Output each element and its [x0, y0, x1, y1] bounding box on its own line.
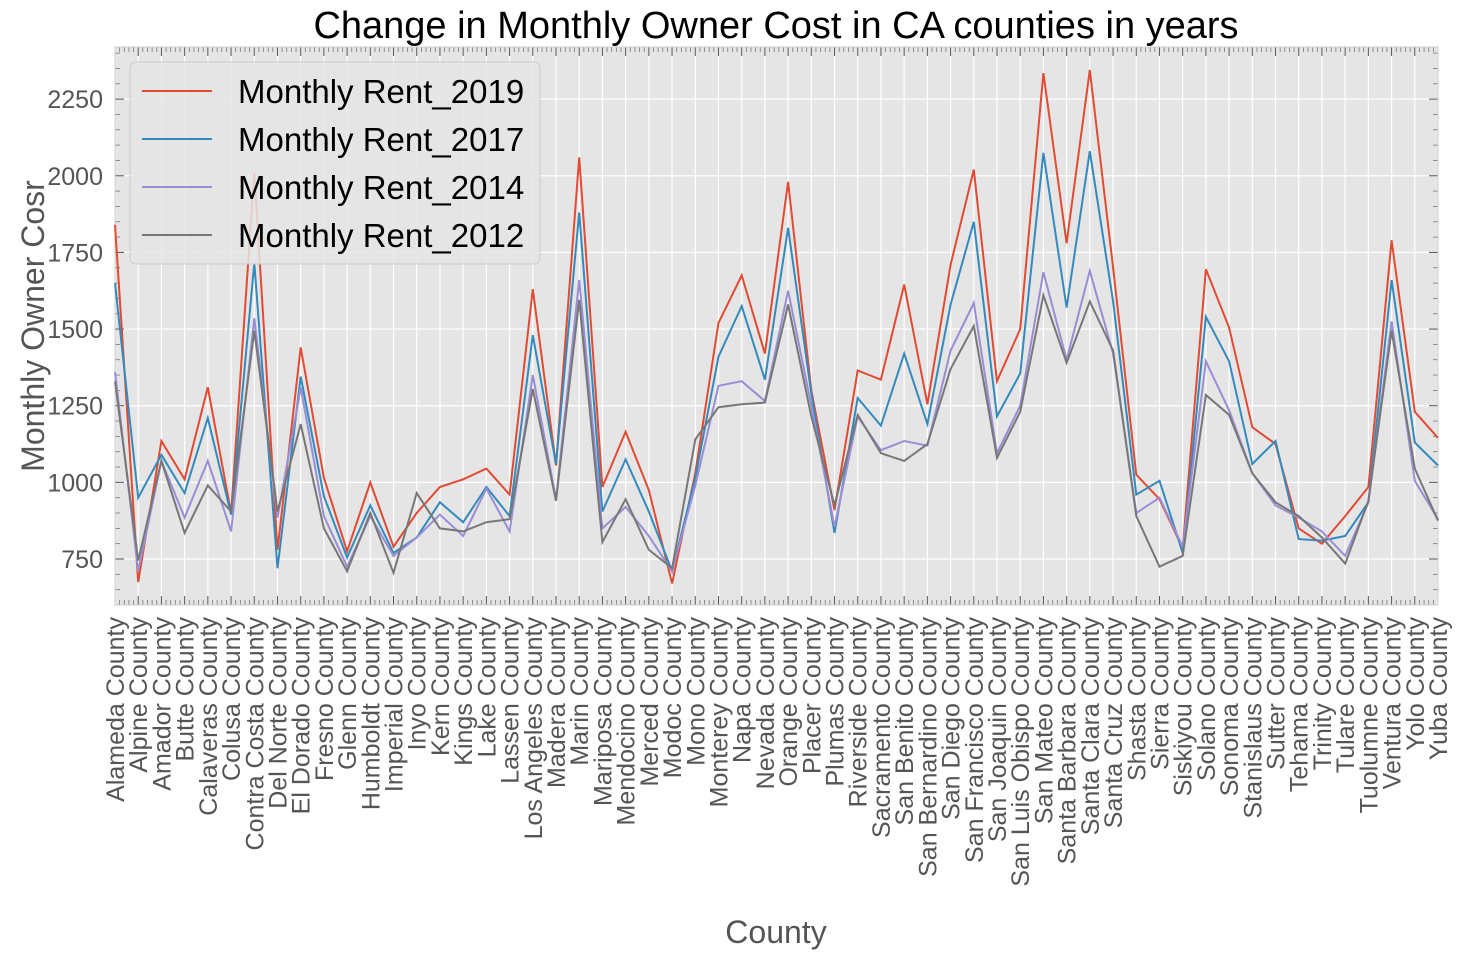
y-tick-label: 1250: [47, 393, 103, 421]
x-tick-label: Humboldt County: [357, 617, 385, 811]
x-tick-label: Sonoma County: [1216, 617, 1244, 797]
x-tick-label: Sierra County: [1146, 617, 1174, 770]
x-tick-label: Tehama County: [1286, 617, 1314, 793]
x-tick-label: Sacramento County: [868, 617, 896, 838]
x-tick-label: Butte County: [172, 617, 200, 762]
x-axis-label: County: [725, 914, 826, 950]
x-tick-label: Contra Costa County: [241, 617, 269, 851]
x-tick-label: Mendocino County: [613, 617, 641, 826]
x-tick-label: Trinity County: [1309, 617, 1337, 771]
x-tick-label: Siskiyou County: [1170, 617, 1198, 797]
x-tick-label: Kings County: [450, 617, 478, 766]
y-tick-label: 2000: [47, 163, 103, 191]
x-tick-label: El Dorado County: [288, 617, 316, 815]
x-tick-label: Mono County: [682, 617, 710, 766]
x-tick-label: Tuolumne County: [1355, 617, 1383, 814]
y-tick-label: 1500: [47, 316, 103, 344]
x-tick-label: Monterey County: [705, 617, 733, 808]
x-tick-label: Santa Barbara County: [1054, 617, 1082, 865]
x-tick-label: San Luis Obispo County: [1007, 617, 1035, 887]
x-tick-label: Lassen County: [497, 617, 525, 784]
x-tick-label: Ventura County: [1379, 617, 1407, 790]
y-tick-label: 1000: [47, 469, 103, 497]
y-axis-ticks: 750 1000 1250 1500 1750 2000 2250: [47, 52, 1438, 591]
x-tick-label: Alpine County: [125, 617, 153, 773]
series-line-3: [114, 291, 1439, 576]
legend: Monthly Rent_2019 Monthly Rent_2017 Monthl…: [129, 61, 541, 265]
y-tick-label: 750: [61, 546, 103, 574]
legend-box: [129, 61, 541, 265]
x-tick-label: San Joaquin County: [984, 617, 1012, 843]
y-tick-label: 2250: [47, 86, 103, 114]
x-tick-label: Madera County: [543, 617, 571, 788]
y-axis-label: Monthly Owner Cosr: [15, 180, 51, 472]
x-tick-label: Stanislaus County: [1239, 617, 1267, 819]
x-tick-label: Amador County: [148, 617, 176, 791]
series-line-0: [114, 69, 1439, 584]
x-tick-label: Alameda County: [102, 617, 130, 802]
x-tick-label: Santa Cruz County: [1100, 617, 1128, 829]
chart-title: Change in Monthly Owner Cost in CA count…: [313, 5, 1238, 47]
x-tick-label: Yolo County: [1402, 617, 1430, 751]
x-tick-label: Colusa County: [218, 617, 246, 781]
x-tick-label: Del Norte County: [264, 617, 292, 809]
x-tick-label: Sutter County: [1263, 617, 1291, 770]
x-tick-label: Nevada County: [752, 617, 780, 790]
x-tick-label: Yuba County: [1425, 617, 1453, 761]
x-tick-label: Imperial County: [381, 617, 409, 793]
x-tick-label: Glenn County: [334, 617, 362, 770]
x-tick-label: Solano County: [1193, 617, 1221, 782]
x-tick-label: Plumas County: [822, 617, 850, 787]
x-tick-label: Riverside County: [845, 617, 873, 808]
y-tick-label: 1750: [47, 239, 103, 267]
legend-label-1: Monthly Rent_2017: [238, 121, 524, 158]
x-tick-label: Santa Clara County: [1077, 617, 1105, 836]
x-tick-label: Los Angeles County: [520, 617, 548, 840]
legend-label-3: Monthly Rent_2012: [238, 217, 524, 254]
x-tick-label: Lake County: [473, 617, 501, 758]
x-tick-label: Fresno County: [311, 617, 339, 781]
x-tick-label: Merced County: [636, 617, 664, 787]
x-tick-label: Marin County: [566, 617, 594, 766]
legend-label-2: Monthly Rent_2014: [238, 169, 524, 206]
x-tick-label: Shasta County: [1123, 617, 1151, 781]
x-tick-label: San Diego County: [938, 617, 966, 820]
plot-border: [114, 46, 1439, 606]
x-tick-label: Calaveras County: [195, 617, 223, 816]
x-tick-label: Tulare County: [1332, 617, 1360, 774]
x-tick-label: Kern County: [427, 617, 455, 756]
x-tick-label: San Mateo County: [1030, 617, 1058, 825]
x-tick-label: Inyo County: [404, 617, 432, 751]
series-lines: [114, 69, 1439, 584]
series-line-1: [114, 151, 1439, 575]
x-tick-label: San Bernardino County: [914, 617, 942, 877]
legend-label-0: Monthly Rent_2019: [238, 73, 524, 110]
x-tick-label: San Benito County: [891, 617, 919, 826]
x-tick-label: Orange County: [775, 617, 803, 787]
x-tick-label: San Francisco County: [961, 617, 989, 863]
x-tick-label: Mariposa County: [589, 617, 617, 806]
x-tick-label: Placer County: [798, 617, 826, 775]
x-tick-label: Modoc County: [659, 617, 687, 779]
series-line-2: [114, 266, 1439, 574]
x-tick-label: Napa County: [729, 617, 757, 763]
